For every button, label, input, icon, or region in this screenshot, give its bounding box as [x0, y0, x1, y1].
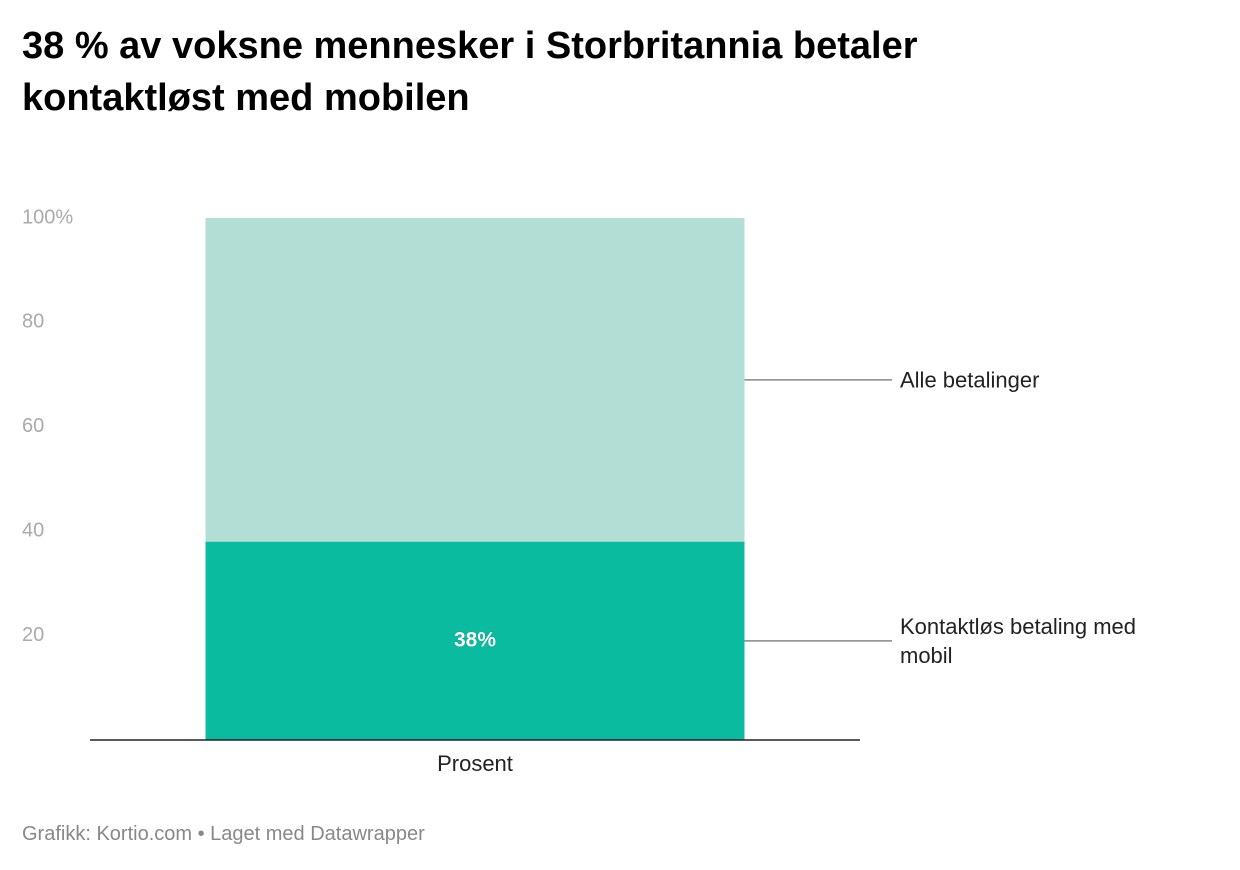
y-tick-label: 100%	[22, 206, 73, 228]
bar-segment	[205, 541, 745, 740]
bar-segment	[205, 218, 745, 542]
legend-label: Kontaktløs betaling med mobil	[900, 613, 1137, 668]
y-tick-label: 20	[22, 624, 44, 646]
x-tick-label: Prosent	[437, 751, 513, 776]
chart-title: 38 % av voksne mennesker i Storbritannia…	[22, 25, 918, 119]
y-tick-label: 80	[22, 311, 44, 333]
legend-label: Alle betalinger	[900, 367, 1040, 393]
y-tick-label: 40	[22, 519, 44, 541]
source-note: Grafikk: Kortio.com • Laget med Datawrap…	[22, 823, 425, 845]
value-label: 38%	[454, 628, 496, 651]
y-tick-label: 60	[22, 415, 44, 437]
